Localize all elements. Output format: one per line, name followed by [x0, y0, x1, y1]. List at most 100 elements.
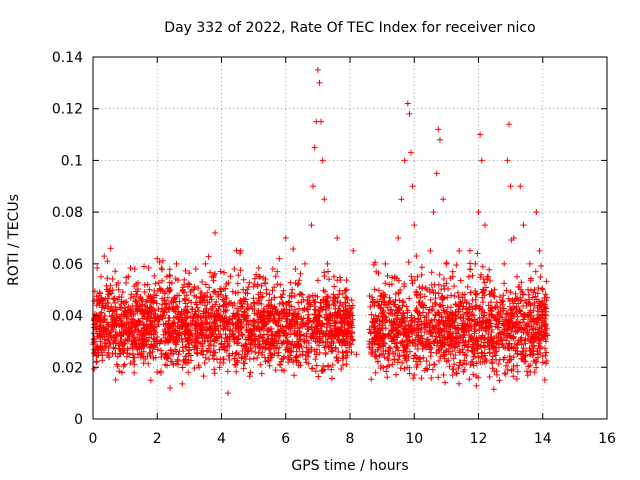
data-point	[291, 318, 298, 325]
data-point	[329, 362, 336, 369]
data-point	[534, 321, 541, 328]
data-point	[528, 347, 535, 354]
data-point	[189, 306, 196, 313]
data-point	[350, 247, 357, 254]
data-point	[336, 339, 343, 346]
data-point	[296, 277, 303, 284]
data-point	[154, 339, 161, 346]
data-point	[406, 370, 413, 377]
data-point	[339, 362, 346, 369]
data-point	[111, 337, 118, 344]
data-point	[268, 325, 275, 332]
data-point	[299, 307, 306, 314]
data-point	[120, 349, 127, 356]
data-point	[438, 342, 445, 349]
data-point	[348, 322, 355, 329]
data-point	[527, 368, 534, 375]
data-point	[206, 284, 213, 291]
data-point	[513, 295, 520, 302]
y-axis-label: ROTI / TECUs	[6, 194, 22, 286]
data-point	[193, 330, 200, 337]
data-point	[143, 330, 150, 337]
data-point	[533, 358, 540, 365]
data-point	[235, 332, 242, 339]
data-point	[479, 299, 486, 306]
data-point	[455, 294, 462, 301]
data-point	[400, 315, 407, 322]
data-point	[244, 350, 251, 357]
data-point	[112, 350, 119, 357]
data-point	[131, 361, 138, 368]
data-point	[312, 292, 319, 299]
data-point	[504, 366, 511, 373]
data-point	[101, 316, 108, 323]
data-point	[337, 314, 344, 321]
data-point	[409, 280, 416, 287]
data-point	[430, 289, 437, 296]
data-point	[217, 341, 224, 348]
data-point	[383, 368, 390, 375]
data-point	[514, 362, 521, 369]
data-point	[326, 320, 333, 327]
data-point	[260, 325, 267, 332]
data-point	[471, 328, 478, 335]
data-point	[522, 340, 529, 347]
data-point	[191, 346, 198, 353]
data-point	[508, 356, 515, 363]
data-point	[517, 319, 524, 326]
data-point	[468, 333, 475, 340]
data-point	[467, 361, 474, 368]
data-point	[210, 319, 217, 326]
data-point	[530, 289, 537, 296]
data-point	[466, 317, 473, 324]
data-point	[280, 339, 287, 346]
data-point	[385, 299, 392, 306]
data-point	[437, 303, 444, 310]
data-point	[171, 294, 178, 301]
data-point	[297, 290, 304, 297]
data-point	[118, 330, 125, 337]
data-point	[541, 311, 548, 318]
data-point	[285, 345, 292, 352]
data-point	[467, 266, 474, 273]
data-point	[425, 309, 432, 316]
data-point	[295, 325, 302, 332]
data-point	[104, 295, 111, 302]
data-point	[98, 295, 105, 302]
data-point	[159, 266, 166, 273]
data-point	[189, 336, 196, 343]
data-point	[477, 359, 484, 366]
data-point	[392, 324, 399, 331]
data-point	[504, 359, 511, 366]
data-point	[538, 306, 545, 313]
data-point	[221, 269, 228, 276]
data-point	[325, 268, 332, 275]
data-point	[428, 269, 435, 276]
data-point	[372, 369, 379, 376]
data-point	[297, 270, 304, 277]
data-point	[518, 341, 525, 348]
data-point	[254, 281, 261, 288]
data-point	[253, 271, 260, 278]
data-point	[484, 339, 491, 346]
data-point	[150, 331, 157, 338]
data-point	[419, 338, 426, 345]
data-point	[371, 335, 378, 342]
data-point	[327, 328, 334, 335]
data-point	[517, 183, 524, 190]
data-point	[524, 372, 531, 379]
x-tick-label: 12	[470, 431, 488, 447]
data-point	[532, 293, 539, 300]
data-point	[260, 343, 267, 350]
data-point	[136, 345, 143, 352]
data-point	[473, 302, 480, 309]
data-point	[289, 286, 296, 293]
data-point	[291, 372, 298, 379]
data-point	[127, 307, 134, 314]
data-point	[127, 264, 134, 271]
data-point	[542, 323, 549, 330]
data-point	[506, 121, 513, 128]
data-point	[288, 303, 295, 310]
data-point	[299, 348, 306, 355]
data-point	[280, 328, 287, 335]
